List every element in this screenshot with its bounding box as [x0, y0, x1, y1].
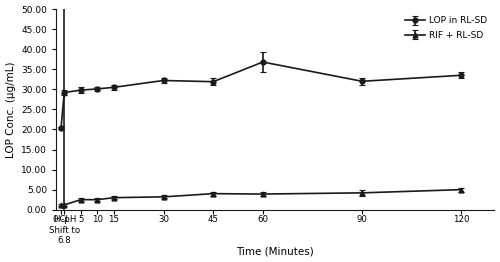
Y-axis label: LOP Conc. (μg/mL): LOP Conc. (μg/mL): [6, 61, 16, 158]
X-axis label: Time (Minutes): Time (Minutes): [236, 247, 314, 256]
Legend: LOP in RL-SD, RIF + RL-SD: LOP in RL-SD, RIF + RL-SD: [402, 14, 490, 42]
